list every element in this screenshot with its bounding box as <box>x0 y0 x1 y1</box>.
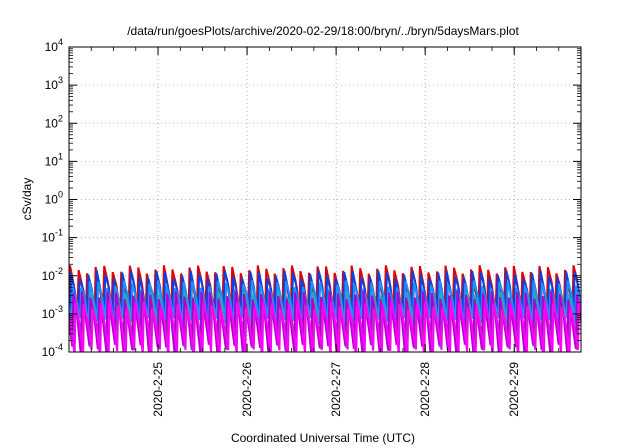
y-tick-label: 10-2 <box>42 266 63 283</box>
y-tick-exponent: 3 <box>58 75 63 85</box>
x-tick-label: 2020-2-26 <box>240 362 254 417</box>
y-tick-exponent: 2 <box>58 113 63 123</box>
x-tick-label: 2020-2-28 <box>418 362 432 417</box>
series-group <box>69 265 581 352</box>
y-tick-exponent: -2 <box>55 266 63 276</box>
y-tick-label: 104 <box>45 37 63 54</box>
x-tick-label: 2020-2-27 <box>329 362 343 417</box>
series-line <box>69 300 581 352</box>
y-tick-exponent: 4 <box>58 37 63 47</box>
ticks <box>68 46 582 353</box>
y-tick-label: 100 <box>45 190 63 207</box>
y-axis-label: cSv/day <box>20 178 34 221</box>
y-tick-label: 10-3 <box>42 304 63 321</box>
chart-title: /data/run/goesPlots/archive/2020-02-29/1… <box>127 24 519 38</box>
y-tick-exponent: 1 <box>58 151 63 161</box>
y-tick-label: 10-1 <box>42 228 63 245</box>
x-tick-label: 2020-2-25 <box>151 362 165 417</box>
y-tick-exponent: -1 <box>55 228 63 238</box>
y-tick-label: 102 <box>45 113 63 130</box>
y-tick-label: 10-4 <box>42 342 63 359</box>
y-tick-exponent: 0 <box>58 190 63 200</box>
x-tick-labels: 2020-2-25 2020-2-26 2020-2-27 2020-2-28 2020… <box>151 362 521 417</box>
y-tick-exponent: -4 <box>55 342 63 352</box>
x-axis-label: Coordinated Universal Time (UTC) <box>231 431 415 445</box>
y-tick-label: 103 <box>45 75 63 92</box>
y-tick-exponent: -3 <box>55 304 63 314</box>
x-tick-label: 2020-2-29 <box>507 362 521 417</box>
y-tick-label: 101 <box>45 151 63 168</box>
